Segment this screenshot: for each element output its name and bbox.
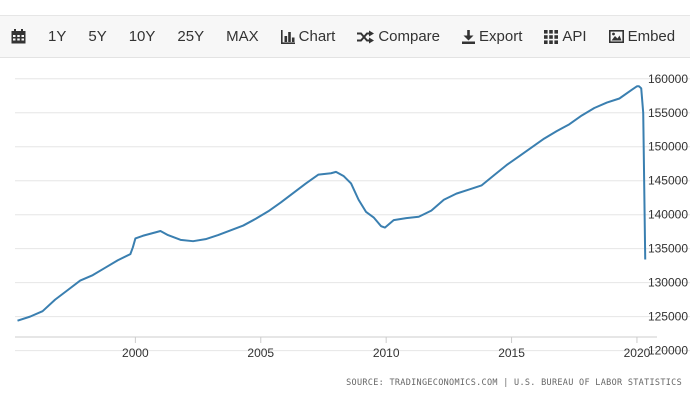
range-1y-button[interactable]: 1Y <box>37 16 77 57</box>
export-button[interactable]: Export <box>451 16 533 57</box>
x-tick-label: 2020 <box>624 346 651 360</box>
api-button[interactable]: API <box>533 16 597 57</box>
bar-chart-icon <box>280 29 295 44</box>
grid-icon <box>544 29 559 44</box>
compare-button[interactable]: Compare <box>346 16 451 57</box>
y-tick-label: 150000 <box>648 140 688 154</box>
range-10y-button[interactable]: 10Y <box>118 16 167 57</box>
chart-area: 2000 2005 2010 2015 2020 120000 125000 130000 1… <box>0 58 690 401</box>
x-tick-label: 2015 <box>498 346 525 360</box>
range-10y-label: 10Y <box>128 28 156 45</box>
chart-toolbar: 1Y 5Y 10Y 25Y MAX Chart Compare Export <box>0 16 690 58</box>
download-icon <box>462 29 476 44</box>
x-axis: 2000 2005 2010 2015 2020 <box>15 336 657 360</box>
x-tick-label: 2000 <box>122 346 149 360</box>
embed-button[interactable]: Embed <box>598 16 687 57</box>
x-tick-label: 2005 <box>247 346 274 360</box>
chart-source: SOURCE: TRADINGECONOMICS.COM | U.S. BURE… <box>346 378 682 388</box>
image-icon <box>608 30 624 43</box>
calendar-button[interactable] <box>0 16 37 57</box>
range-25y-button[interactable]: 25Y <box>166 16 215 57</box>
y-tick-label: 140000 <box>648 208 688 222</box>
calendar-icon <box>11 29 26 44</box>
range-max-button[interactable]: MAX <box>215 16 270 57</box>
compare-label: Compare <box>378 28 441 45</box>
y-tick-label: 130000 <box>648 276 688 290</box>
range-1y-label: 1Y <box>48 28 67 45</box>
y-tick-label: 145000 <box>648 174 688 188</box>
series-group <box>17 85 647 322</box>
api-label: API <box>562 28 587 45</box>
y-tick-label: 120000 <box>648 344 688 358</box>
shuffle-icon <box>357 30 375 43</box>
y-tick-label: 160000 <box>648 72 688 86</box>
top-divider <box>0 15 690 16</box>
line-chart: 2000 2005 2010 2015 2020 1200001250001300001… <box>15 72 690 388</box>
range-5y-label: 5Y <box>88 28 107 45</box>
range-25y-label: 25Y <box>177 28 205 45</box>
range-5y-button[interactable]: 5Y <box>77 16 117 57</box>
chart-type-label: Chart <box>298 28 336 45</box>
y-tick-label: 125000 <box>648 310 688 324</box>
grid-lines <box>15 78 690 352</box>
embed-label: Embed <box>627 28 676 45</box>
x-tick-label: 2010 <box>373 346 400 360</box>
range-max-label: MAX <box>226 28 259 45</box>
chart-type-button[interactable]: Chart <box>270 16 347 57</box>
y-axis: 120000 125000 130000 135000 140000 145000 1500… <box>648 72 688 358</box>
y-tick-label: 155000 <box>648 106 688 120</box>
y-tick-label: 135000 <box>648 242 688 256</box>
export-label: Export <box>479 28 523 45</box>
series-line-0 <box>17 85 647 322</box>
